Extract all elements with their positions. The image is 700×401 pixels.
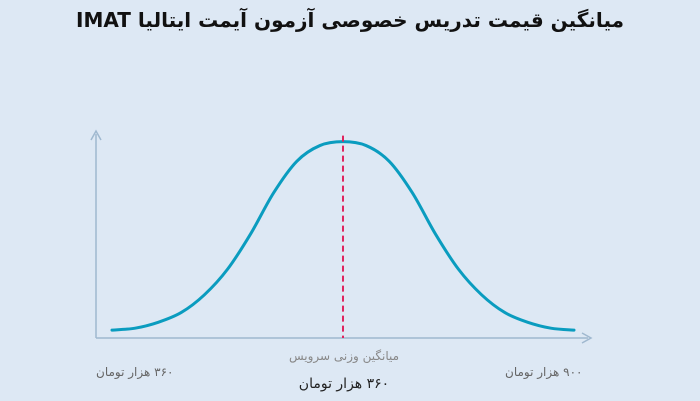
x-min-label: ۳۶۰ هزار تومان	[96, 365, 174, 379]
x-axis-arrow	[581, 332, 593, 344]
y-axis-arrow	[90, 129, 102, 141]
x-axis-label: میانگین وزنی سرویس	[288, 349, 400, 363]
x-max-label: ۹۰۰ هزار تومان	[505, 365, 583, 379]
chart-title: میانگین قیمت تدریس خصوصی آزمون آیمت ایتا…	[76, 8, 624, 32]
distribution-curve	[110, 140, 576, 332]
average-price-label: ۳۶۰ هزار تومان	[298, 376, 390, 392]
